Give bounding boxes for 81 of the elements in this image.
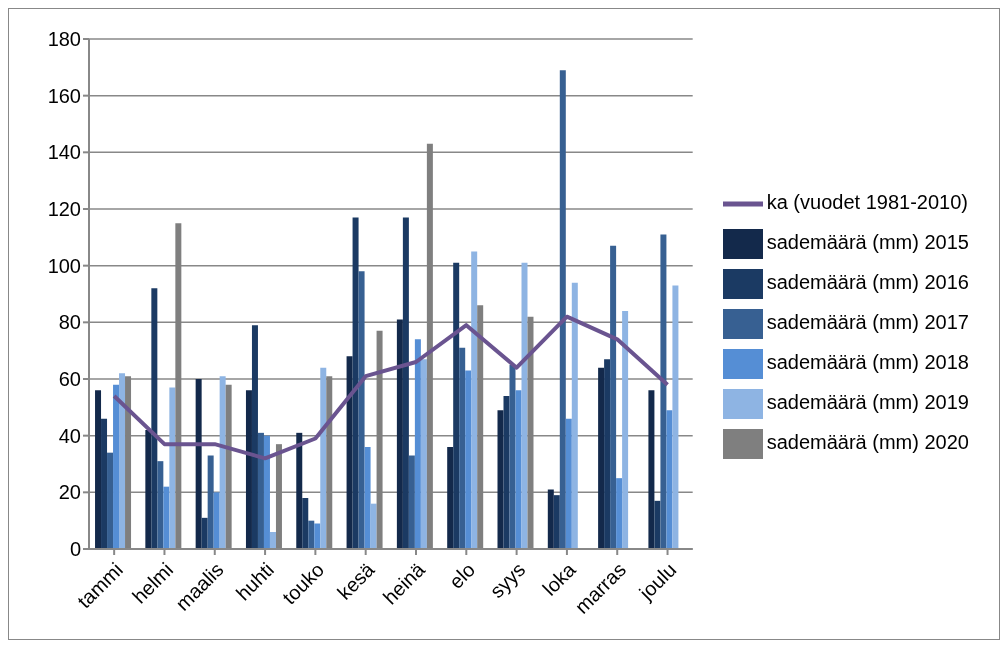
bar bbox=[346, 356, 353, 549]
bar bbox=[459, 347, 466, 549]
bar bbox=[263, 435, 270, 549]
bar bbox=[257, 432, 264, 549]
bar bbox=[358, 271, 365, 549]
bar bbox=[571, 282, 578, 549]
legend-label: sademäärä (mm) 2017 bbox=[766, 311, 969, 334]
bar bbox=[465, 370, 472, 549]
bar bbox=[408, 455, 415, 549]
line-series bbox=[112, 314, 670, 461]
bar bbox=[296, 432, 303, 549]
legend-label: sademäärä (mm) 2016 bbox=[766, 271, 969, 294]
bar bbox=[453, 262, 460, 549]
bar bbox=[616, 478, 623, 549]
y-tick-label: 180 bbox=[47, 28, 81, 51]
bar bbox=[314, 523, 321, 549]
legend-label: sademäärä (mm) 2019 bbox=[766, 391, 969, 414]
bar bbox=[101, 418, 108, 549]
legend-label: ka (vuodet 1981-2010) bbox=[766, 191, 968, 214]
y-tick-label: 0 bbox=[69, 538, 81, 561]
bar bbox=[157, 461, 164, 549]
y-tick-label: 40 bbox=[58, 424, 81, 447]
bar bbox=[648, 390, 655, 549]
x-tick-label: syys bbox=[485, 558, 530, 603]
bar bbox=[402, 217, 409, 549]
y-tick-label: 60 bbox=[58, 368, 81, 391]
bar bbox=[364, 447, 371, 549]
bar bbox=[503, 396, 510, 549]
y-tick-label: 140 bbox=[47, 141, 81, 164]
bar bbox=[195, 379, 202, 549]
bar bbox=[622, 311, 629, 549]
bar bbox=[672, 285, 679, 549]
bar bbox=[666, 410, 673, 549]
y-tick-label: 20 bbox=[58, 481, 81, 504]
bar bbox=[497, 410, 504, 549]
bar bbox=[269, 532, 276, 549]
bar bbox=[320, 367, 327, 549]
bar bbox=[207, 455, 214, 549]
bar bbox=[119, 373, 126, 549]
bar bbox=[559, 70, 566, 549]
bar bbox=[113, 384, 120, 549]
legend-label: sademäärä (mm) 2020 bbox=[766, 431, 969, 454]
bar bbox=[169, 387, 176, 549]
bar bbox=[515, 390, 522, 549]
bar bbox=[396, 319, 403, 549]
bar bbox=[447, 447, 454, 549]
bar bbox=[598, 367, 605, 549]
bar bbox=[565, 418, 572, 549]
bar bbox=[201, 517, 208, 549]
y-tick-label: 80 bbox=[58, 311, 81, 334]
y-tick-label: 160 bbox=[47, 84, 81, 107]
bar bbox=[553, 495, 560, 549]
legend-label: sademäärä (mm) 2018 bbox=[766, 351, 969, 374]
bar bbox=[654, 500, 661, 549]
y-tick-label: 100 bbox=[47, 254, 81, 277]
bar bbox=[213, 492, 220, 549]
bar bbox=[521, 262, 528, 549]
bar bbox=[308, 520, 315, 549]
y-tick-label: 120 bbox=[47, 198, 81, 221]
bar bbox=[251, 325, 258, 549]
bar bbox=[245, 390, 252, 549]
bar bbox=[420, 359, 427, 549]
bar bbox=[163, 486, 170, 549]
legend-label: sademäärä (mm) 2015 bbox=[766, 231, 969, 254]
bar bbox=[610, 245, 617, 549]
bar bbox=[547, 489, 554, 549]
bar bbox=[604, 359, 611, 549]
x-tick-label: loka bbox=[538, 557, 581, 600]
x-tick-label: elo bbox=[444, 558, 480, 593]
bar bbox=[151, 288, 158, 549]
bar bbox=[219, 376, 226, 549]
bar bbox=[471, 251, 478, 549]
bar bbox=[302, 498, 309, 549]
bar bbox=[509, 364, 516, 549]
bar bbox=[352, 217, 359, 549]
bar bbox=[414, 339, 421, 549]
bar bbox=[660, 234, 667, 549]
bar bbox=[107, 452, 114, 549]
bar bbox=[95, 390, 102, 549]
bar bbox=[145, 430, 152, 549]
bar bbox=[370, 503, 377, 549]
